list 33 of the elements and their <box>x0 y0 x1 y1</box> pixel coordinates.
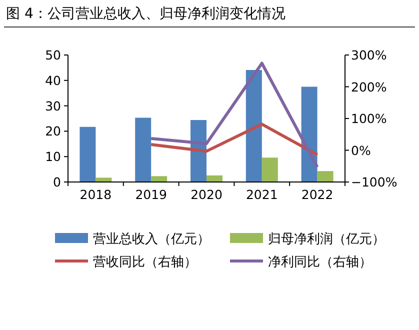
bar <box>80 126 96 182</box>
bar <box>206 175 222 182</box>
legend-label: 净利同比（右轴） <box>268 255 372 270</box>
x-tick-label: 2021 <box>246 187 278 202</box>
bar <box>246 70 262 182</box>
x-tick-label: 2019 <box>135 187 168 202</box>
y-tick-label: 20 <box>45 124 62 139</box>
y2-tick-label: 300% <box>351 48 387 62</box>
legend-label: 归母净利润（亿元） <box>268 232 385 247</box>
y2-tick-label: 0% <box>351 142 371 158</box>
y2-tick-label: 100% <box>351 111 387 126</box>
line-series <box>150 122 319 156</box>
legend-label: 营收同比（右轴） <box>93 255 197 270</box>
x-tick-label: 2020 <box>190 187 222 202</box>
y-tick-label: 10 <box>45 149 62 164</box>
x-tick-label: 2018 <box>80 187 112 202</box>
x-tick-label: 2022 <box>301 187 334 202</box>
bar <box>135 118 152 182</box>
bar <box>301 86 318 182</box>
y-tick-label: 40 <box>45 72 62 88</box>
y2-tick-label: 200% <box>351 79 387 94</box>
y-tick-label: 50 <box>45 48 62 62</box>
legend-label: 营业总收入（亿元） <box>93 232 210 247</box>
y2-tick-label: −100% <box>351 174 398 190</box>
bar <box>96 178 112 182</box>
bar <box>317 171 334 182</box>
bar <box>151 176 168 182</box>
y-tick-label: 30 <box>45 98 62 114</box>
y-tick-label: 0 <box>53 174 62 190</box>
chart-title: 图 4：公司营业总收入、归母净利润变化情况 <box>6 6 286 22</box>
line-series <box>150 62 319 169</box>
bar <box>262 158 278 182</box>
bar <box>190 120 206 182</box>
